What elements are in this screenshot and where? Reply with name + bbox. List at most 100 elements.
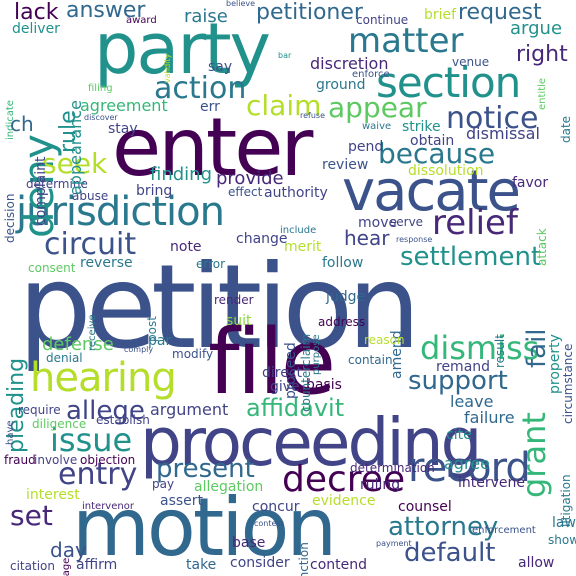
word-allow: allow — [518, 555, 555, 571]
word-leave: leave — [450, 392, 494, 411]
word-consider: consider — [230, 555, 290, 571]
word-error: error — [196, 257, 226, 271]
word-merit: merit — [284, 239, 322, 255]
word-pay: pay — [152, 477, 175, 491]
word-allegation: allegation — [194, 479, 264, 495]
word-bring: bring — [136, 183, 173, 199]
word-serve: serve — [390, 215, 424, 229]
word-take: take — [186, 557, 217, 573]
word-enter: enter — [112, 101, 313, 194]
word-hear: hear — [344, 226, 390, 250]
word-move: move — [358, 215, 398, 231]
word-denial: denial — [46, 351, 83, 365]
word-diligence: diligence — [32, 417, 87, 431]
word-reason: reason — [364, 333, 405, 347]
word-hearing: hearing — [30, 355, 177, 401]
word-follow: follow — [322, 255, 364, 271]
word-continue: continue — [356, 13, 409, 27]
word-ruling: ruling — [360, 477, 401, 493]
word-settlement: settlement — [400, 242, 542, 272]
word-consent: consent — [28, 261, 76, 275]
word-award: award — [126, 15, 157, 26]
word-judge: judge — [326, 289, 366, 305]
word-intervene: intervene — [458, 475, 526, 491]
word-determine: determine — [26, 177, 88, 191]
word-direct: direct — [262, 365, 303, 381]
word-request: request — [458, 0, 542, 25]
word-filing: filing — [88, 83, 113, 94]
word-validity: validity — [163, 53, 172, 83]
word-action: action — [154, 71, 247, 106]
word-brief: brief — [424, 7, 457, 23]
word-affidavit: affidavit — [246, 394, 345, 422]
word-appear: appear — [328, 91, 427, 124]
word-render: render — [214, 293, 254, 307]
word-refuse: refuse — [300, 111, 326, 120]
word-result: result — [493, 334, 507, 368]
word-affirm: affirm — [76, 557, 118, 573]
word-complaint: complaint — [33, 156, 49, 226]
word-litigation: litigation — [559, 474, 573, 527]
word-purpose: purpose — [311, 334, 322, 375]
word-contain: contain — [348, 353, 393, 367]
word-decree: decree — [282, 459, 406, 500]
word-record: record — [408, 445, 531, 491]
word-appearance: appearance — [66, 100, 85, 195]
word-cite: cite — [446, 427, 472, 443]
word-obtain: obtain — [410, 133, 455, 149]
word-motion: motion — [72, 481, 337, 574]
word-determination: determination — [350, 461, 435, 475]
word-issue: issue — [50, 421, 133, 459]
word-finding: finding — [150, 164, 213, 185]
word-set: set — [10, 499, 53, 532]
word-attack: attack — [535, 228, 549, 266]
word-fraud: fraud — [4, 453, 36, 467]
word-proceeding: proceeding — [140, 404, 482, 481]
word-day: day — [50, 538, 87, 562]
word-ground: ground — [316, 77, 366, 93]
word-dissolution: dissolution — [408, 163, 484, 179]
word-suit: suit — [226, 313, 252, 329]
word-say: say — [208, 59, 233, 75]
word-relief: relief — [432, 203, 518, 243]
word-receive: receive — [87, 314, 98, 351]
word-believe: believe — [226, 0, 256, 8]
word-entry: entry — [58, 457, 138, 492]
word-file: file — [208, 310, 336, 415]
word-party: party — [94, 8, 271, 90]
word-dismiss: dismiss — [420, 329, 540, 367]
word-lack: lack — [14, 0, 59, 25]
word-petitioner: petitioner — [256, 0, 363, 25]
word-strike: strike — [402, 119, 441, 135]
word-deliver: deliver — [12, 21, 60, 37]
word-review: review — [322, 157, 369, 173]
word-err: err — [200, 99, 220, 115]
word-note: note — [170, 239, 202, 255]
word-response: response — [396, 235, 433, 244]
word-interest: interest — [26, 487, 80, 503]
word-favor: favor — [512, 175, 549, 191]
word-post: post — [145, 316, 159, 342]
word-effect: effect — [228, 185, 263, 199]
word-par: par — [148, 333, 172, 349]
word-default: default — [404, 538, 496, 568]
word-counsel: counsel — [398, 499, 452, 515]
word-authority: authority — [264, 185, 328, 201]
word-petition: petition — [18, 240, 421, 375]
word-address: address — [318, 315, 366, 329]
word-date: date — [559, 115, 573, 143]
word-objection: objection — [80, 453, 136, 467]
word-entitle: entitle — [537, 77, 548, 110]
word-remand: remand — [436, 359, 491, 375]
word-support: support — [408, 366, 508, 396]
word-circuit: circuit — [44, 227, 137, 262]
word-assert: assert — [160, 493, 204, 509]
word-establish: establish — [96, 413, 150, 427]
word-concur: concur — [252, 499, 300, 515]
word-discretion: discretion — [310, 54, 389, 73]
word-stay: stay — [108, 121, 138, 137]
word-discover: discover — [84, 113, 118, 122]
word-require: require — [18, 403, 61, 417]
word-decision: decision — [3, 193, 17, 243]
